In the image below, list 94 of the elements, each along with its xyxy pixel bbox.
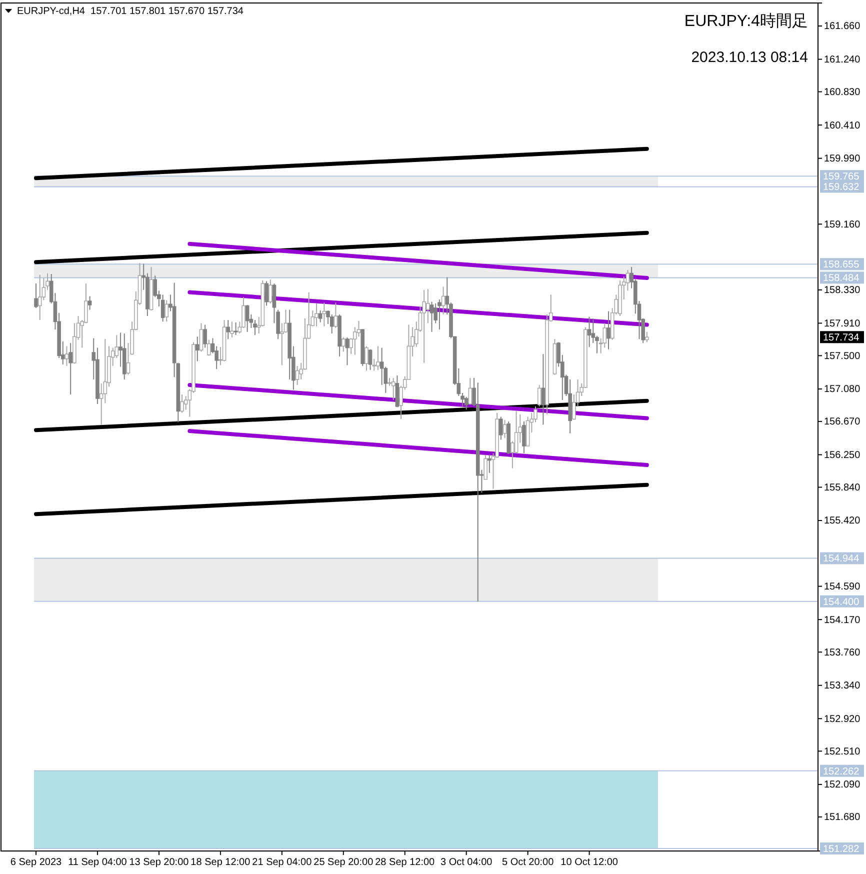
y-tick-label: 155.420 [824,516,861,527]
x-tick-label: 10 Oct 12:00 [560,857,618,868]
candlestick [207,339,211,356]
candlestick [522,420,526,454]
x-tick-label: 25 Sep 20:00 [314,857,374,868]
y-tick-label: 155.840 [824,482,861,494]
candlestick [468,377,472,406]
x-tick-label: 5 Oct 20:00 [502,857,554,868]
candlestick [391,377,396,401]
candlestick [345,336,350,366]
candlestick [330,314,334,334]
y-tick-label: 156.670 [824,416,861,428]
candlestick [587,316,592,348]
candlestick [537,384,542,407]
candlestick [245,304,250,332]
text: 157.734 [823,332,860,344]
text: 2023.10.13 08:14 [691,49,808,66]
y-tick-label: 156.250 [824,450,861,461]
ref-line-label: 159.765 [823,172,860,183]
y-tick-label: 160.410 [824,120,861,132]
candlestick [160,294,165,322]
ref-line-label: 158.655 [823,260,860,271]
ref-line-label: 154.944 [823,554,860,565]
ref-line-label: 159.632 [823,182,860,194]
candlestick [264,280,268,306]
candlestick [322,302,326,327]
candlestick [314,302,318,327]
y-tick-label: 157.080 [824,384,861,396]
candlestick [180,394,184,414]
y-tick-label: 154.590 [824,581,861,592]
candlestick [64,346,69,366]
candlestick [195,336,200,362]
candlestick [334,302,338,328]
candlestick [199,322,204,352]
x-tick-label: 21 Sep 04:00 [252,857,312,868]
candlestick [430,301,434,332]
y-tick-label: 158.330 [824,285,861,296]
ref-line-label: 154.400 [823,596,860,608]
candlestick [364,346,368,372]
candlestick [438,298,442,330]
y-tick-label: 152.510 [824,746,861,758]
x-tick-label: 18 Sep 12:00 [190,857,251,868]
candlestick [88,296,92,310]
candlestick [426,288,430,324]
candlestick [395,374,400,408]
x-tick-label: 3 Oct 04:00 [440,857,493,868]
candlestick [422,289,426,364]
annotation: EURJPY-cd,H4 157.701 157.801 157.670 157.734 [17,6,244,17]
y-tick-label: 159.160 [824,219,861,230]
ref-line-label: 152.262 [823,766,860,778]
ref-line-label: 158.484 [823,273,860,284]
candlestick [226,320,230,340]
y-tick-label: 159.990 [824,154,861,165]
y-tick-label: 157.910 [824,318,861,330]
y-tick-label: 153.760 [824,647,861,658]
x-tick-label: 13 Sep 20:00 [129,857,190,868]
candlestick [38,274,42,321]
y-tick-label: 157.500 [824,350,861,362]
candlestick [164,300,169,322]
candlestick [368,348,372,370]
y-tick-label: 152.920 [824,714,861,725]
candlestick [295,365,300,386]
x-tick-label: 11 Sep 04:00 [68,857,128,868]
candlestick [645,331,649,343]
y-tick-label: 152.090 [824,780,861,791]
x-tick-label: 28 Sep 12:00 [375,857,436,868]
candlestick [464,396,468,410]
text: EURJPY:4時間足 [684,12,808,30]
candlestick [376,346,380,370]
candlestick [268,279,272,304]
candlestick [499,416,503,440]
candlestick [484,454,488,480]
x-tick-label: 6 Sep 2023 [10,857,62,868]
y-tick-label: 153.340 [824,680,861,692]
candlestick [280,322,284,366]
y-tick-label: 151.680 [824,812,861,824]
candlestick [68,342,72,396]
y-tick-label: 161.240 [824,54,861,66]
candlestick [441,286,446,315]
candlestick [230,321,234,338]
candlestick [341,336,346,352]
candlestick [541,354,546,426]
y-tick-label: 161.660 [824,21,861,32]
candlestick [203,324,207,348]
y-tick-label: 154.170 [824,614,861,626]
candlestick [234,322,238,336]
candlestick [318,310,322,323]
candlestick [502,419,507,439]
ref-line-label: 151.282 [823,844,860,855]
candlestick [606,310,610,350]
candlestick [488,454,492,474]
candlestick [372,358,376,372]
candlestick [34,283,38,309]
y-tick-label: 160.830 [824,86,861,98]
